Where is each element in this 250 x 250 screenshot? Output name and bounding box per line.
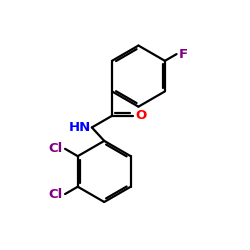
Text: F: F — [178, 48, 188, 60]
Text: HN: HN — [68, 121, 91, 134]
Text: Cl: Cl — [49, 142, 63, 155]
Text: O: O — [135, 109, 146, 122]
Text: Cl: Cl — [49, 188, 63, 200]
